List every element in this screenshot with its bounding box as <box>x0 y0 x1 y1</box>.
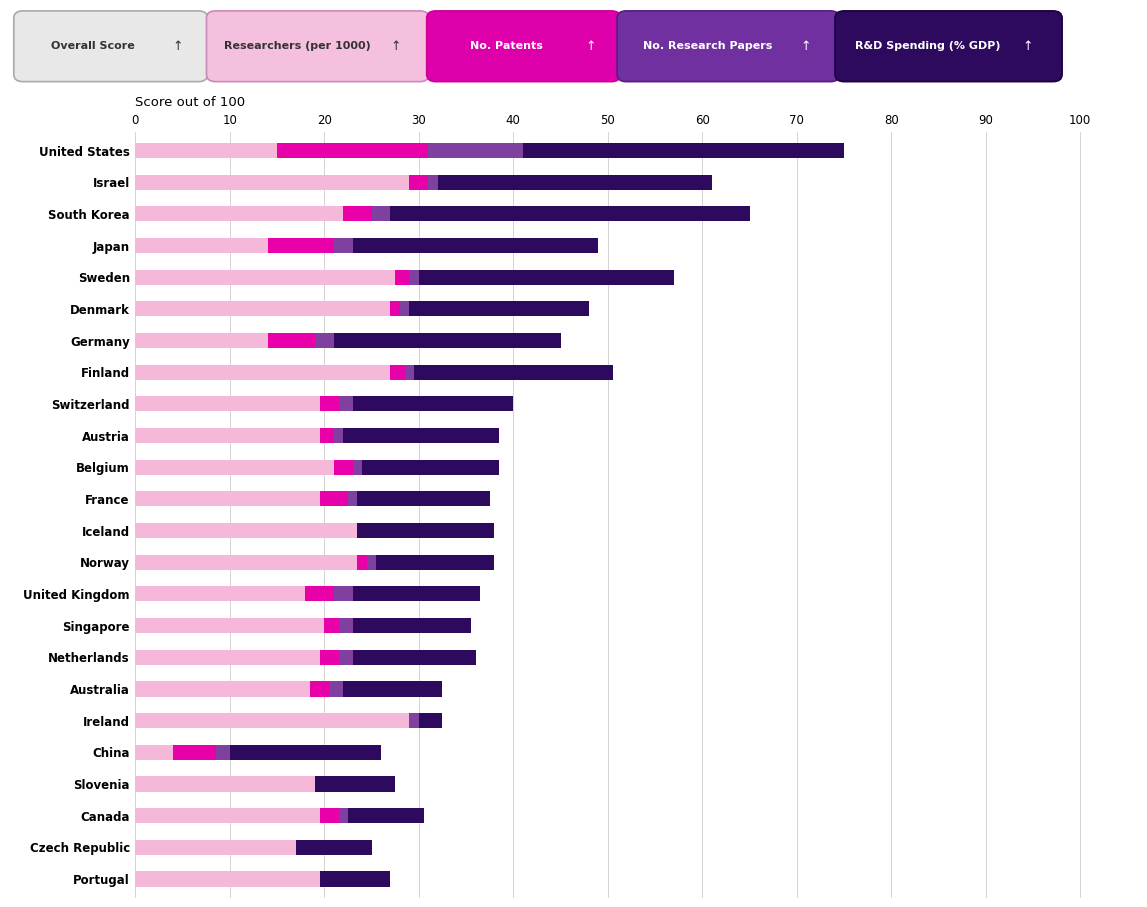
Bar <box>135 840 296 855</box>
Bar <box>320 396 338 412</box>
Bar <box>334 238 352 253</box>
Bar <box>409 269 419 285</box>
Bar <box>358 523 494 538</box>
Bar <box>135 713 409 728</box>
Bar <box>135 333 267 348</box>
Bar <box>135 649 320 665</box>
Bar <box>325 618 338 633</box>
Text: ↑: ↑ <box>801 40 811 53</box>
Bar <box>428 143 523 158</box>
Bar <box>320 492 348 506</box>
Bar <box>267 238 334 253</box>
Bar <box>135 206 343 221</box>
Bar <box>343 428 499 444</box>
Bar <box>338 618 352 633</box>
Bar <box>352 649 476 665</box>
Bar <box>229 745 381 760</box>
Bar <box>523 143 844 158</box>
Bar <box>135 745 173 760</box>
Bar <box>352 460 362 475</box>
Bar <box>320 649 338 665</box>
Bar <box>338 808 348 824</box>
Bar <box>343 681 443 697</box>
Bar <box>352 618 470 633</box>
Bar <box>390 206 749 221</box>
Bar <box>135 492 320 506</box>
Bar <box>320 872 390 886</box>
Bar <box>414 365 612 380</box>
Bar <box>315 776 396 792</box>
Bar <box>135 269 396 285</box>
Bar <box>216 745 229 760</box>
Text: No. Research Papers: No. Research Papers <box>643 41 773 52</box>
Bar <box>135 301 390 317</box>
Bar <box>409 301 588 317</box>
X-axis label: Score out of 100: Score out of 100 <box>135 96 245 109</box>
Bar <box>135 872 320 886</box>
Text: ↑: ↑ <box>172 40 182 53</box>
Bar <box>390 301 400 317</box>
Bar <box>338 649 352 665</box>
Bar <box>428 174 438 190</box>
Bar <box>343 206 372 221</box>
Bar <box>376 554 494 570</box>
Bar <box>320 428 334 444</box>
Bar <box>135 618 325 633</box>
Bar <box>305 586 334 601</box>
Bar <box>315 333 334 348</box>
Bar <box>334 333 561 348</box>
Bar <box>334 460 352 475</box>
Bar <box>267 333 315 348</box>
Text: ↑: ↑ <box>390 40 400 53</box>
Bar <box>135 808 320 824</box>
Text: ↑: ↑ <box>585 40 595 53</box>
Text: No. Patents: No. Patents <box>469 41 543 52</box>
Bar <box>135 523 358 538</box>
Bar <box>278 143 428 158</box>
Bar <box>419 713 443 728</box>
Bar <box>329 681 343 697</box>
Bar <box>409 713 419 728</box>
Bar <box>358 492 490 506</box>
Text: Researchers (per 1000): Researchers (per 1000) <box>224 41 370 52</box>
Bar <box>135 776 315 792</box>
Bar <box>173 745 216 760</box>
Bar <box>296 840 372 855</box>
Bar <box>438 174 712 190</box>
Bar <box>352 396 514 412</box>
Bar <box>348 492 358 506</box>
Bar <box>135 428 320 444</box>
Bar <box>390 365 405 380</box>
Bar <box>135 554 358 570</box>
Bar <box>135 396 320 412</box>
Text: ↑: ↑ <box>1023 40 1033 53</box>
Bar <box>334 586 352 601</box>
Bar <box>320 808 338 824</box>
Bar <box>348 808 423 824</box>
Bar <box>135 460 334 475</box>
Bar <box>358 554 367 570</box>
Bar <box>338 396 352 412</box>
Text: R&D Spending (% GDP): R&D Spending (% GDP) <box>855 41 1000 52</box>
Bar <box>135 681 310 697</box>
Bar <box>409 174 428 190</box>
Bar <box>334 428 343 444</box>
Bar <box>352 586 481 601</box>
Bar <box>135 365 390 380</box>
Bar <box>135 143 278 158</box>
Text: Overall Score: Overall Score <box>52 41 135 52</box>
Bar <box>135 174 409 190</box>
Bar <box>310 681 329 697</box>
Bar <box>352 238 599 253</box>
Bar <box>396 269 409 285</box>
Bar <box>372 206 390 221</box>
Bar <box>400 301 409 317</box>
Bar <box>135 586 305 601</box>
Bar <box>135 238 267 253</box>
Bar <box>405 365 414 380</box>
Bar <box>362 460 499 475</box>
Bar <box>367 554 376 570</box>
Bar <box>419 269 674 285</box>
